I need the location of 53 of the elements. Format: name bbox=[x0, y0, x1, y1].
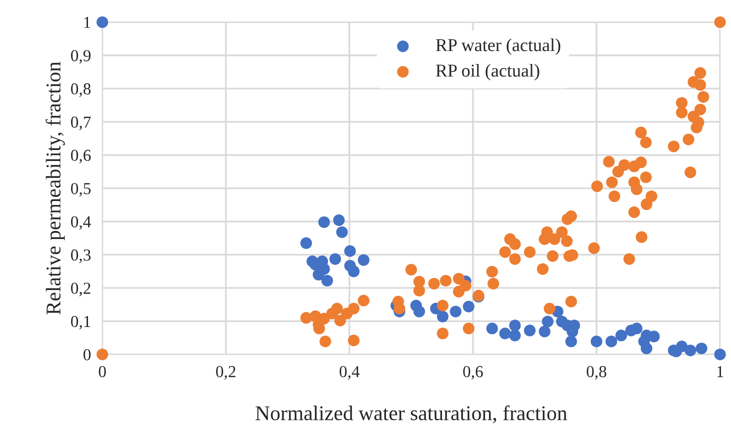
point bbox=[413, 306, 426, 318]
point bbox=[450, 306, 462, 318]
x-axis-title: Normalized water saturation, fraction bbox=[256, 405, 568, 424]
point bbox=[344, 245, 356, 257]
y-tick-label: 0,1 bbox=[71, 316, 90, 330]
y-tick-label: 0,9 bbox=[71, 50, 91, 64]
x-tick-label: 0,8 bbox=[586, 366, 606, 380]
point bbox=[318, 216, 330, 228]
point bbox=[606, 336, 618, 348]
point bbox=[348, 266, 360, 278]
point bbox=[329, 253, 342, 265]
y-tick-label: 0,6 bbox=[71, 150, 91, 164]
x-tick-label: 0,4 bbox=[340, 366, 360, 380]
point bbox=[486, 322, 498, 334]
point bbox=[565, 336, 577, 348]
point bbox=[509, 320, 521, 332]
point bbox=[509, 330, 521, 342]
y-tick-label: 0 bbox=[84, 349, 91, 360]
point bbox=[358, 254, 370, 266]
point bbox=[640, 342, 652, 354]
x-tick-label: 1 bbox=[717, 366, 724, 378]
point bbox=[630, 322, 642, 334]
point bbox=[333, 214, 345, 226]
x-tick-label: 0 bbox=[98, 366, 106, 378]
y-axis-title: Relative permeability, fraction bbox=[46, 62, 65, 315]
y-tick-label: 0,3 bbox=[71, 249, 91, 264]
point bbox=[524, 324, 536, 336]
point bbox=[96, 16, 108, 28]
y-tick-label: 0,7 bbox=[71, 116, 91, 130]
point bbox=[590, 336, 602, 348]
point bbox=[300, 237, 312, 249]
point bbox=[542, 316, 554, 328]
y-tick-label: 0,4 bbox=[71, 216, 91, 230]
point bbox=[336, 226, 348, 238]
legend-label: RP water (actual) bbox=[436, 38, 560, 55]
y-tick-label: 0,2 bbox=[71, 282, 90, 296]
legend-label: RP oil (actual) bbox=[436, 64, 540, 80]
y-tick-label: 0,5 bbox=[71, 182, 91, 197]
x-tick-label: 0,2 bbox=[216, 366, 236, 380]
point bbox=[615, 330, 628, 342]
point bbox=[714, 348, 726, 360]
x-tick-label: 0,6 bbox=[463, 366, 483, 380]
point bbox=[648, 330, 660, 342]
point bbox=[436, 310, 448, 322]
point bbox=[538, 326, 550, 338]
y-tick-label: 0,8 bbox=[71, 83, 91, 97]
point bbox=[499, 328, 511, 340]
point bbox=[321, 274, 333, 286]
point bbox=[318, 263, 330, 275]
point bbox=[696, 342, 708, 354]
y-tick-label: 1 bbox=[84, 16, 90, 28]
point bbox=[462, 300, 474, 312]
point bbox=[684, 344, 696, 356]
